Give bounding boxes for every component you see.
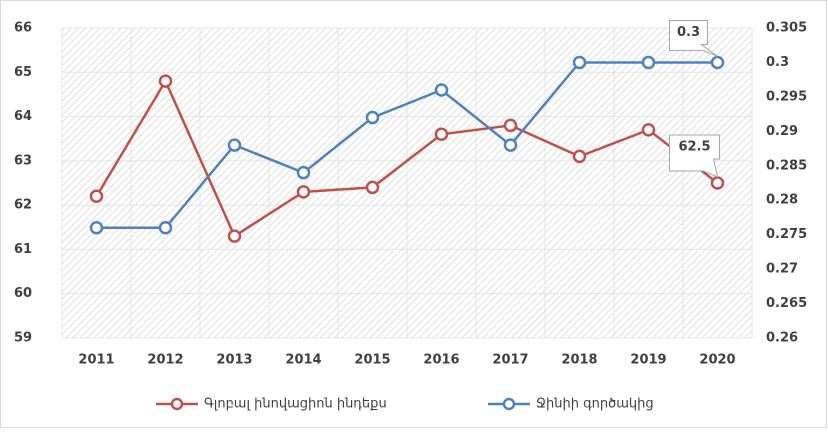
y-tick-label: 65 [14, 65, 32, 80]
y2-tick-label: 0.305 [766, 21, 807, 36]
x-tick-label: 2013 [216, 353, 252, 368]
y2-tick-label: 0.28 [766, 193, 798, 208]
x-tick-label: 2014 [285, 353, 321, 368]
point [434, 127, 449, 142]
point [89, 221, 104, 235]
y-tick-label: 62 [14, 198, 32, 213]
point [296, 185, 311, 199]
callout [669, 19, 718, 57]
y2-tick-label: 0.29 [766, 124, 798, 139]
point [227, 229, 242, 243]
x-tick-label: 2018 [561, 353, 597, 368]
x-tick-label: 2015 [354, 353, 390, 368]
y-tick-label: 59 [14, 331, 32, 346]
point [572, 55, 587, 70]
y-tick-label: 63 [14, 153, 32, 168]
legend-label: Գլոբալ ինովացիոն ինդեքս [204, 397, 387, 412]
point [158, 74, 173, 88]
point [365, 180, 380, 195]
y2-tick-label: 0.265 [766, 296, 807, 311]
x-tick-label: 2011 [78, 353, 114, 368]
y-tick-label: 60 [14, 286, 32, 301]
point [641, 123, 656, 137]
point [434, 83, 449, 97]
legend-marker [170, 397, 184, 411]
point [503, 138, 518, 152]
point [158, 221, 173, 235]
point [641, 55, 656, 70]
point [89, 189, 104, 204]
point [365, 110, 380, 125]
y2-tick-label: 0.285 [766, 158, 807, 173]
y2-tick-label: 0.27 [766, 262, 798, 277]
point [710, 176, 725, 190]
data-label: 0.3 [677, 25, 700, 40]
y2-tick-label: 0.26 [766, 331, 798, 346]
y2-tick-label: 0.295 [766, 89, 807, 104]
y-tick-label: 66 [14, 21, 32, 36]
series-line [96, 61, 718, 230]
y2-tick-label: 0.3 [766, 55, 789, 70]
x-tick-label: 2020 [699, 353, 735, 368]
point [503, 118, 518, 133]
point [296, 165, 311, 180]
x-tick-label: 2016 [423, 353, 459, 368]
y-tick-label: 61 [14, 242, 32, 257]
x-tick-label: 2017 [492, 353, 528, 368]
point [227, 138, 242, 152]
point [710, 55, 725, 70]
x-tick-label: 2012 [147, 353, 183, 368]
y-tick-label: 64 [14, 109, 32, 124]
legend-marker [502, 397, 516, 411]
callout [669, 134, 720, 178]
data-label: 62.5 [678, 140, 710, 155]
point [572, 149, 587, 164]
y2-tick-label: 0.275 [766, 227, 807, 242]
x-tick-label: 2019 [630, 353, 666, 368]
legend-label: Ջինիի գործակից [536, 397, 654, 412]
series-line [95, 78, 719, 238]
